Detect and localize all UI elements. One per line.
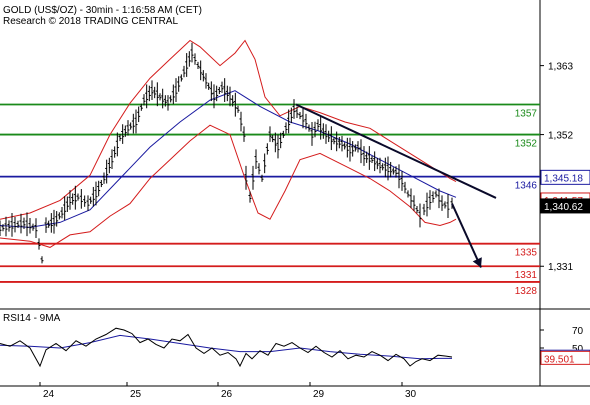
forecast-arrow-shaft xyxy=(451,203,482,268)
level-label: 1357 xyxy=(515,108,538,119)
price-tick-label: 1,352 xyxy=(548,131,573,142)
price-tag-box xyxy=(540,198,590,214)
bollinger-upper-line xyxy=(0,39,457,220)
rsi-tag-box xyxy=(540,350,590,365)
time-tick-label: 29 xyxy=(313,389,325,400)
price-tag-label: 1,345.18 xyxy=(544,173,583,184)
price-tag-label: 1,340.62 xyxy=(544,202,583,213)
level-label: 1331 xyxy=(515,270,538,281)
price-tick-label: 1,363 xyxy=(548,62,573,73)
rsi-tick-label: 50 xyxy=(572,344,584,355)
price-tag: 1,345.18 xyxy=(540,169,590,185)
level-label: 1335 xyxy=(515,248,538,259)
rsi-line xyxy=(0,327,453,368)
resistance-trendline xyxy=(295,103,497,199)
chart-header-line1: GOLD (US$/OZ) - 30min - 1:16:58 AM (CET) xyxy=(3,5,202,16)
rsi-panel-title: RSI14 - 9MA xyxy=(3,313,61,324)
time-tick-label: 25 xyxy=(130,389,142,400)
price-tag: 1,340.62 xyxy=(540,198,590,214)
chart-header-line2: Research © 2018 TRADING CENTRAL xyxy=(3,16,178,27)
time-tick-label: 24 xyxy=(43,389,55,400)
bollinger-lower-line xyxy=(0,124,457,248)
rsi-tick-label: 70 xyxy=(572,326,584,337)
level-label: 1346 xyxy=(515,181,538,192)
forecast-arrow-head xyxy=(472,257,482,268)
level-label: 1352 xyxy=(515,139,538,150)
level-label: 1328 xyxy=(515,286,538,297)
rsi-ma-line xyxy=(0,334,452,360)
time-tick-label: 26 xyxy=(221,389,233,400)
rsi-tag-label: 39.501 xyxy=(544,354,575,365)
time-tick-label: 30 xyxy=(405,389,417,400)
rsi-tag: 39.501 xyxy=(540,350,590,365)
price-tag-box xyxy=(540,169,590,185)
moving-average-line xyxy=(0,90,457,228)
price-tick-label: 1,331 xyxy=(548,262,573,273)
